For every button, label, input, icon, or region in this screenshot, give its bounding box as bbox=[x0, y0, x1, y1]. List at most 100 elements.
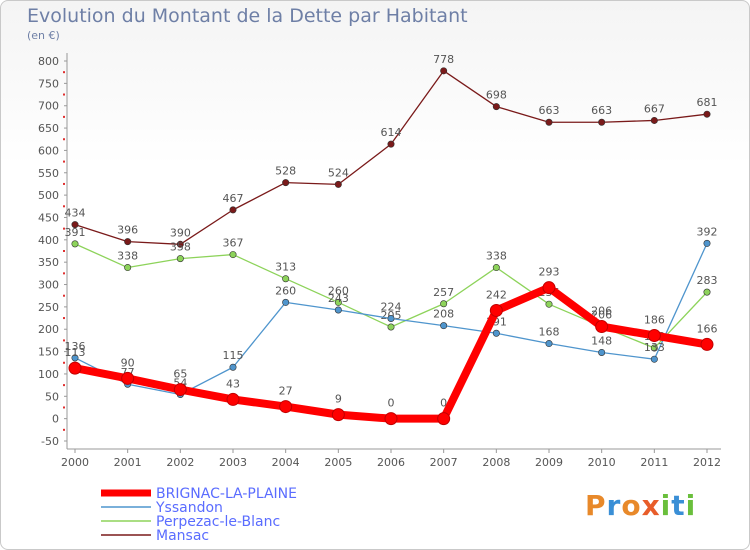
legend-label-mansac: Mansac bbox=[156, 528, 209, 544]
data-label-perpezac-le-blanc: 367 bbox=[223, 237, 244, 250]
x-tick-label: 2005 bbox=[324, 456, 352, 469]
x-tick-label: 2012 bbox=[693, 456, 721, 469]
data-point-perpezac-le-blanc bbox=[703, 288, 711, 296]
data-label-yssandon: 208 bbox=[433, 308, 454, 321]
data-label-mansac: 663 bbox=[539, 104, 560, 117]
data-label-yssandon: 133 bbox=[644, 341, 665, 354]
data-label-brignac-la-plaine: 206 bbox=[591, 305, 612, 318]
x-tick-label: 2004 bbox=[272, 456, 300, 469]
x-tick-label: 2002 bbox=[166, 456, 194, 469]
y-tick-label: 750 bbox=[38, 77, 59, 90]
data-label-perpezac-le-blanc: 391 bbox=[65, 226, 86, 239]
data-point-mansac bbox=[492, 103, 500, 111]
legend-label-brignac-la-plaine: BRIGNAC-LA-PLAINE bbox=[156, 486, 297, 502]
y-minor-mark bbox=[63, 250, 65, 252]
data-point-mansac bbox=[282, 179, 290, 187]
data-point-yssandon bbox=[440, 322, 448, 330]
y-tick-label: 300 bbox=[38, 279, 59, 292]
y-tick-label: 450 bbox=[38, 211, 59, 224]
data-point-brignac-la-plaine bbox=[226, 392, 240, 406]
y-tick-label: 550 bbox=[38, 167, 59, 180]
y-tick-label: 600 bbox=[38, 144, 59, 157]
data-label-perpezac-le-blanc: 338 bbox=[117, 250, 138, 263]
data-label-yssandon: 224 bbox=[381, 301, 402, 314]
y-axis-unit-label: (en €) bbox=[27, 29, 60, 42]
data-label-yssandon: 136 bbox=[65, 340, 86, 353]
data-point-yssandon bbox=[387, 315, 395, 323]
data-label-brignac-la-plaine: 293 bbox=[539, 266, 560, 279]
data-point-yssandon bbox=[229, 363, 237, 371]
x-tick-label: 2006 bbox=[377, 456, 405, 469]
data-label-mansac: 390 bbox=[170, 226, 191, 239]
data-point-mansac bbox=[334, 180, 342, 188]
data-point-perpezac-le-blanc bbox=[176, 255, 184, 263]
data-point-brignac-la-plaine bbox=[68, 361, 82, 375]
logo-letter: r bbox=[606, 489, 622, 522]
data-point-yssandon bbox=[650, 355, 658, 363]
data-label-yssandon: 115 bbox=[223, 349, 244, 362]
data-point-brignac-la-plaine bbox=[489, 303, 503, 317]
data-point-mansac bbox=[440, 67, 448, 75]
y-tick-label: 500 bbox=[38, 189, 59, 202]
data-point-mansac bbox=[598, 118, 606, 126]
data-label-mansac: 778 bbox=[433, 53, 454, 66]
y-minor-mark bbox=[63, 71, 65, 74]
data-label-yssandon: 260 bbox=[275, 284, 296, 297]
y-tick-label: 50 bbox=[45, 390, 59, 403]
y-minor-mark bbox=[63, 182, 65, 185]
data-point-perpezac-le-blanc bbox=[229, 251, 237, 259]
y-minor-mark bbox=[63, 160, 65, 163]
data-point-perpezac-le-blanc bbox=[71, 240, 79, 248]
y-minor-mark bbox=[63, 93, 65, 96]
data-point-brignac-la-plaine bbox=[542, 281, 556, 295]
y-tick-label: 700 bbox=[38, 100, 59, 113]
data-label-mansac: 524 bbox=[328, 166, 349, 179]
data-label-mansac: 614 bbox=[381, 126, 402, 139]
y-minor-mark bbox=[63, 294, 65, 297]
logo-letter: o bbox=[621, 489, 642, 522]
data-label-mansac: 528 bbox=[275, 165, 296, 178]
y-minor-mark bbox=[63, 205, 65, 208]
data-point-yssandon bbox=[282, 298, 290, 306]
data-label-brignac-la-plaine: 113 bbox=[65, 346, 86, 359]
data-point-brignac-la-plaine bbox=[595, 320, 609, 334]
data-label-mansac: 698 bbox=[486, 89, 507, 102]
y-minor-mark bbox=[63, 428, 65, 431]
data-point-brignac-la-plaine bbox=[647, 328, 661, 342]
data-point-perpezac-le-blanc bbox=[387, 323, 395, 331]
y-minor-mark bbox=[63, 115, 65, 118]
y-tick-label: -50 bbox=[41, 435, 59, 448]
data-label-yssandon: 148 bbox=[591, 334, 612, 347]
data-label-perpezac-le-blanc: 283 bbox=[697, 274, 718, 287]
legend-label-yssandon: Yssandon bbox=[155, 500, 223, 516]
data-point-yssandon bbox=[71, 354, 79, 362]
data-point-brignac-la-plaine bbox=[384, 412, 398, 426]
data-point-brignac-la-plaine bbox=[700, 337, 714, 351]
data-label-mansac: 667 bbox=[644, 102, 665, 115]
data-point-mansac bbox=[545, 118, 553, 126]
data-label-perpezac-le-blanc: 257 bbox=[433, 286, 454, 299]
data-point-perpezac-le-blanc bbox=[334, 298, 342, 306]
data-point-yssandon bbox=[492, 329, 500, 337]
logo-letter: x bbox=[641, 489, 661, 522]
data-label-mansac: 681 bbox=[697, 96, 718, 109]
y-minor-mark bbox=[63, 384, 65, 387]
data-label-yssandon: 243 bbox=[328, 292, 349, 305]
y-minor-mark bbox=[63, 317, 65, 320]
x-tick-label: 2000 bbox=[61, 456, 89, 469]
data-point-perpezac-le-blanc bbox=[650, 344, 658, 352]
data-point-yssandon bbox=[598, 348, 606, 356]
data-point-mansac bbox=[176, 240, 184, 248]
data-label-brignac-la-plaine: 65 bbox=[173, 368, 187, 381]
data-label-brignac-la-plaine: 9 bbox=[335, 393, 342, 406]
data-point-mansac bbox=[124, 238, 132, 246]
data-point-perpezac-le-blanc bbox=[282, 275, 290, 283]
data-label-yssandon: 168 bbox=[539, 326, 560, 339]
data-point-brignac-la-plaine bbox=[437, 412, 451, 426]
data-point-yssandon bbox=[334, 306, 342, 314]
data-point-mansac bbox=[71, 221, 79, 229]
data-label-perpezac-le-blanc: 313 bbox=[275, 261, 296, 274]
data-point-perpezac-le-blanc bbox=[124, 264, 132, 272]
y-tick-label: 350 bbox=[38, 256, 59, 269]
